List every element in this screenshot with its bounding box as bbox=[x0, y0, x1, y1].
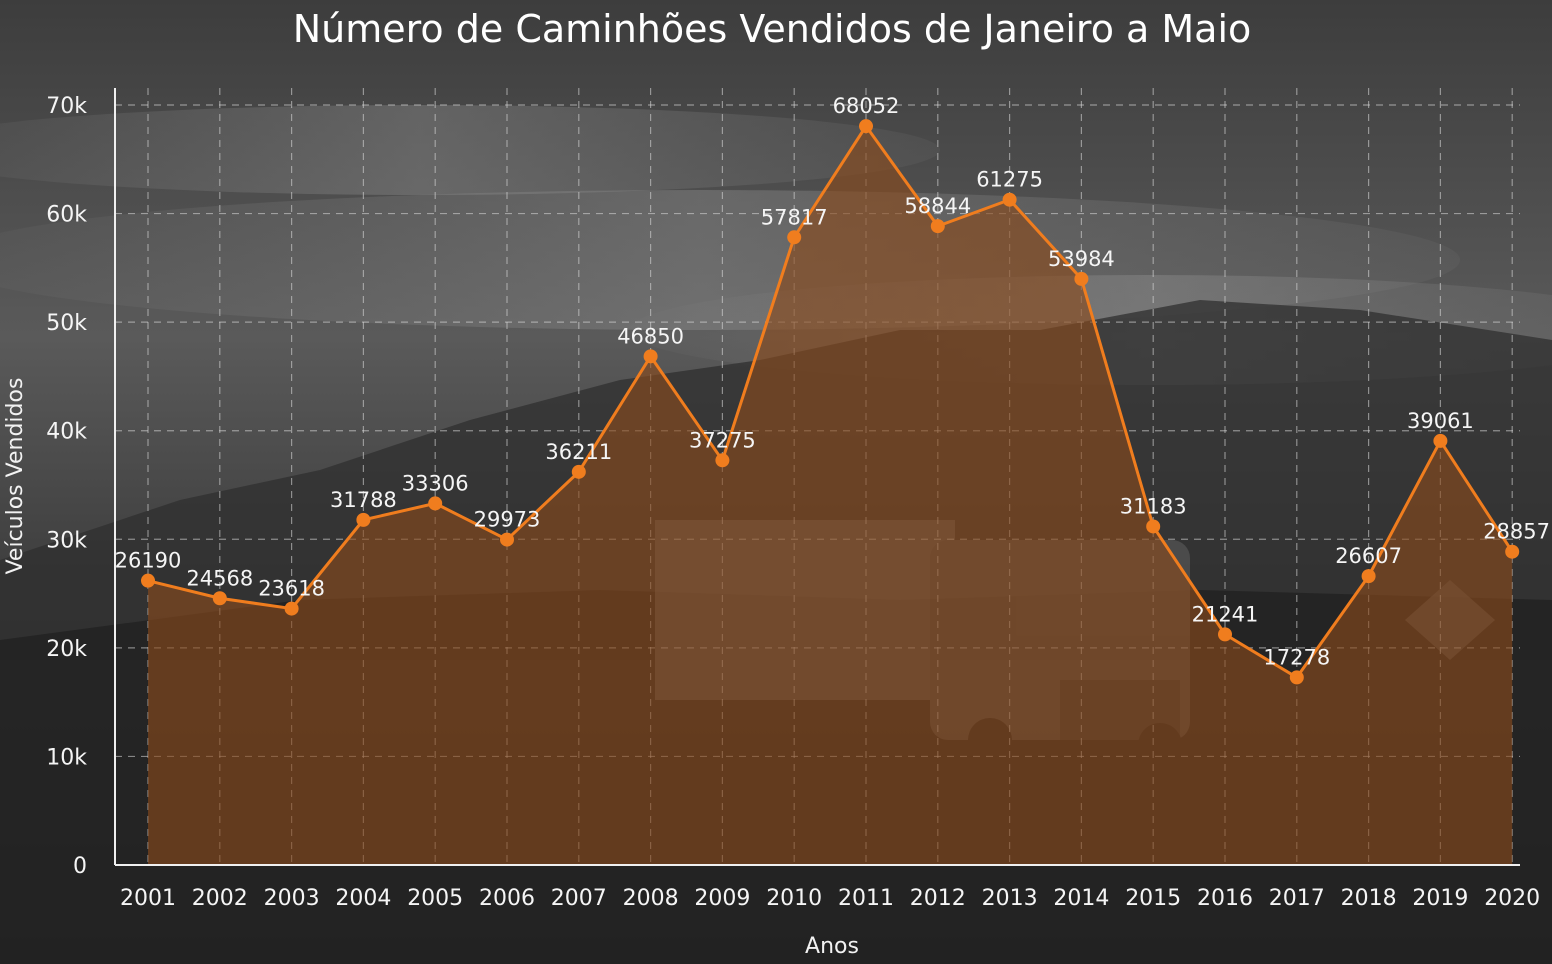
data-point-2020 bbox=[1505, 544, 1520, 559]
x-tick-label: 2010 bbox=[766, 886, 822, 911]
data-point-2007 bbox=[571, 464, 586, 479]
data-label-2019: 39061 bbox=[1407, 409, 1474, 433]
data-point-2018 bbox=[1361, 569, 1376, 584]
data-label-2006: 29973 bbox=[474, 508, 541, 532]
data-point-2004 bbox=[356, 512, 371, 527]
data-points bbox=[141, 119, 1520, 685]
data-label-2005: 33306 bbox=[402, 471, 469, 495]
data-label-2018: 26607 bbox=[1335, 544, 1402, 568]
x-tick-label: 2001 bbox=[120, 886, 176, 911]
y-tick-label: 50k bbox=[46, 311, 87, 336]
data-label-2003: 23618 bbox=[258, 577, 325, 601]
data-label-2002: 24568 bbox=[186, 566, 253, 590]
data-label-2020: 28857 bbox=[1483, 520, 1550, 544]
data-label-2015: 31183 bbox=[1120, 494, 1187, 518]
data-point-2010 bbox=[787, 230, 802, 245]
data-label-2016: 21241 bbox=[1192, 602, 1259, 626]
series-polyline bbox=[147, 124, 1514, 679]
x-tick-label: 2012 bbox=[910, 886, 966, 911]
area-fill-path bbox=[148, 126, 1513, 865]
data-point-2011 bbox=[859, 119, 873, 134]
x-tick-label: 2015 bbox=[1125, 886, 1181, 911]
x-tick-label: 2007 bbox=[551, 886, 607, 911]
x-tick-label: 2006 bbox=[479, 886, 535, 911]
x-tick-label: 2009 bbox=[694, 886, 750, 911]
y-axis-title: Veículos Vendidos bbox=[3, 378, 28, 575]
data-point-2003 bbox=[284, 601, 299, 616]
data-label-2013: 61275 bbox=[976, 168, 1043, 192]
x-tick-label: 2002 bbox=[192, 886, 248, 911]
y-tick-label: 60k bbox=[46, 203, 87, 228]
y-tick-label: 30k bbox=[46, 528, 87, 553]
x-tick-label: 2005 bbox=[407, 886, 463, 911]
data-point-2012 bbox=[930, 219, 945, 234]
data-label-2009: 37275 bbox=[689, 428, 756, 452]
series-line bbox=[147, 124, 1514, 679]
data-point-2019 bbox=[1433, 433, 1448, 448]
x-tick-label: 2003 bbox=[264, 886, 320, 911]
x-tick-label: 2013 bbox=[982, 886, 1038, 911]
x-tick-label: 2014 bbox=[1053, 886, 1109, 911]
data-point-2016 bbox=[1218, 627, 1232, 642]
y-tick-label: 10k bbox=[46, 745, 87, 770]
chart-title: Número de Caminhões Vendidos de Janeiro … bbox=[293, 7, 1252, 51]
x-tick-label: 2020 bbox=[1484, 886, 1540, 911]
data-point-2002 bbox=[212, 591, 227, 606]
data-point-2014 bbox=[1074, 271, 1089, 286]
data-point-2009 bbox=[715, 453, 730, 468]
data-label-2007: 36211 bbox=[545, 440, 612, 464]
tick-labels: 0 10k 20k 30k 40k 50k 60k 70k 2001 2002 2003 2004 20… bbox=[46, 94, 1540, 911]
x-tick-label: 2008 bbox=[623, 886, 679, 911]
x-tick-label: 2017 bbox=[1269, 886, 1325, 911]
x-tick-label: 2019 bbox=[1412, 886, 1468, 911]
data-point-2017 bbox=[1289, 670, 1304, 685]
data-label-2004: 31788 bbox=[330, 488, 397, 512]
data-label-2010: 57817 bbox=[761, 205, 828, 229]
data-point-2013 bbox=[1002, 192, 1017, 207]
data-label-2011: 68052 bbox=[833, 94, 900, 118]
x-axis-title: Anos bbox=[805, 934, 859, 959]
y-tick-label: 40k bbox=[46, 420, 87, 445]
data-point-2001 bbox=[141, 573, 155, 588]
data-label-2017: 17278 bbox=[1263, 645, 1330, 669]
axes bbox=[114, 88, 1520, 866]
data-point-2005 bbox=[428, 496, 443, 511]
data-point-2006 bbox=[500, 532, 514, 547]
data-point-2015 bbox=[1146, 519, 1161, 534]
x-tick-label: 2016 bbox=[1197, 886, 1253, 911]
x-tick-label: 2018 bbox=[1341, 886, 1397, 911]
data-label-2012: 58844 bbox=[904, 194, 971, 218]
y-tick-label: 70k bbox=[46, 94, 87, 119]
data-label-2014: 53984 bbox=[1048, 247, 1115, 271]
data-label-2008: 46850 bbox=[617, 324, 684, 348]
x-tick-label: 2004 bbox=[335, 886, 391, 911]
y-tick-label: 0 bbox=[73, 854, 87, 879]
y-tick-label: 20k bbox=[46, 637, 87, 662]
area-fill bbox=[148, 126, 1513, 865]
data-point-2008 bbox=[643, 349, 658, 364]
data-label-2001: 26190 bbox=[115, 549, 182, 573]
x-tick-label: 2011 bbox=[838, 886, 894, 911]
